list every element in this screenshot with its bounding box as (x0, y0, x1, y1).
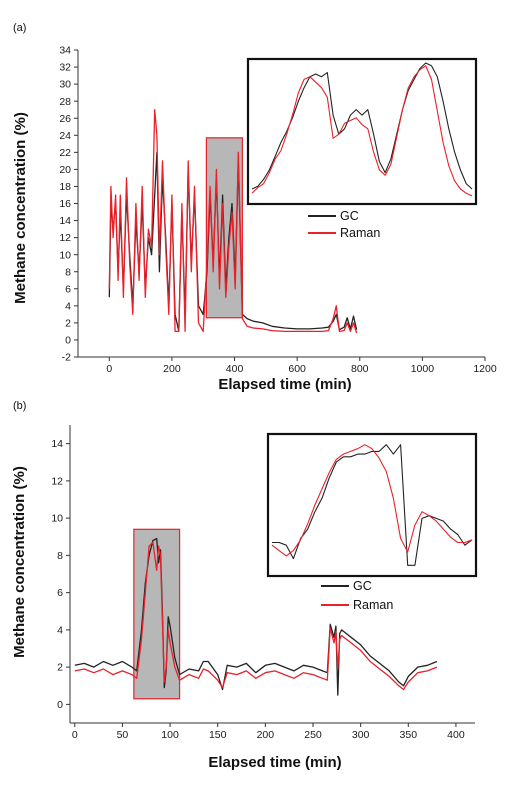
y-tick-label: 6 (57, 587, 63, 599)
legend-label-gc: GC (340, 209, 359, 223)
y-axis-title: Methane concentration (%) (11, 466, 28, 658)
legend-label-raman: Raman (353, 598, 393, 612)
y-tick-label: 10 (51, 513, 63, 525)
series-line-raman (74, 541, 438, 691)
y-tick-label: 6 (65, 283, 71, 295)
y-tick-label: 0 (57, 699, 63, 711)
x-axis-title: Elapsed time (min) (208, 754, 341, 771)
y-tick-label: 32 (59, 62, 71, 74)
y-tick-label: 30 (59, 79, 71, 91)
x-tick-label: 600 (288, 363, 306, 375)
x-tick-label: 50 (117, 729, 129, 741)
y-tick-label: 0 (65, 335, 71, 347)
y-tick-label: 8 (65, 266, 71, 278)
x-tick-label: 1000 (411, 363, 435, 375)
inset-series-line-raman (271, 444, 473, 557)
x-tick-label: 400 (226, 363, 244, 375)
y-tick-label: 12 (59, 232, 71, 244)
y-tick-label: 22 (59, 147, 71, 159)
panel-label: (a) (13, 22, 26, 34)
x-tick-label: 100 (161, 729, 179, 741)
x-tick-label: 0 (72, 729, 78, 741)
x-tick-label: 400 (447, 729, 465, 741)
y-tick-label: 34 (59, 45, 71, 57)
x-tick-label: 300 (352, 729, 370, 741)
inset-frame (266, 432, 478, 578)
y-tick-label: 8 (57, 550, 63, 562)
y-tick-label: 12 (51, 475, 63, 487)
y-tick-label: 24 (59, 130, 71, 142)
y-tick-label: 10 (59, 249, 71, 261)
y-tick-label: 2 (57, 662, 63, 674)
inset-frame (246, 57, 478, 206)
legend-label-raman: Raman (340, 226, 380, 240)
y-tick-label: 28 (59, 96, 71, 108)
highlight-region (133, 528, 181, 700)
inset-series-line-raman (251, 65, 473, 197)
y-tick-label: 16 (59, 198, 71, 210)
panel-label: (b) (13, 400, 26, 412)
y-tick-label: -2 (62, 352, 71, 364)
chart-panel-b: (b) 0 2 4 6 8 10 12 14 0 50 100 150 200 250 300 350 400 El… (11, 400, 478, 771)
y-tick-label: 20 (59, 164, 71, 176)
x-tick-label: 250 (304, 729, 322, 741)
x-tick-label: 1200 (473, 363, 497, 375)
x-tick-label: 200 (257, 729, 275, 741)
y-tick-label: 4 (57, 624, 63, 636)
x-tick-label: 350 (400, 729, 418, 741)
y-tick-label: 14 (59, 215, 71, 227)
x-tick-label: 800 (351, 363, 369, 375)
series-line-raman (108, 109, 358, 334)
x-tick-label: 0 (106, 363, 112, 375)
x-tick-label: 200 (163, 363, 181, 375)
x-tick-label: 150 (209, 729, 227, 741)
y-tick-label: 4 (65, 300, 71, 312)
y-tick-label: 14 (51, 438, 63, 450)
inset-series-line-gc (272, 444, 473, 566)
y-tick-label: 18 (59, 181, 71, 193)
legend-label-gc: GC (353, 579, 372, 593)
y-tick-label: 2 (65, 317, 71, 329)
y-tick-label: 26 (59, 113, 71, 125)
x-axis-title: Elapsed time (min) (218, 376, 351, 393)
y-axis-title: Methane concentration (%) (12, 112, 29, 304)
